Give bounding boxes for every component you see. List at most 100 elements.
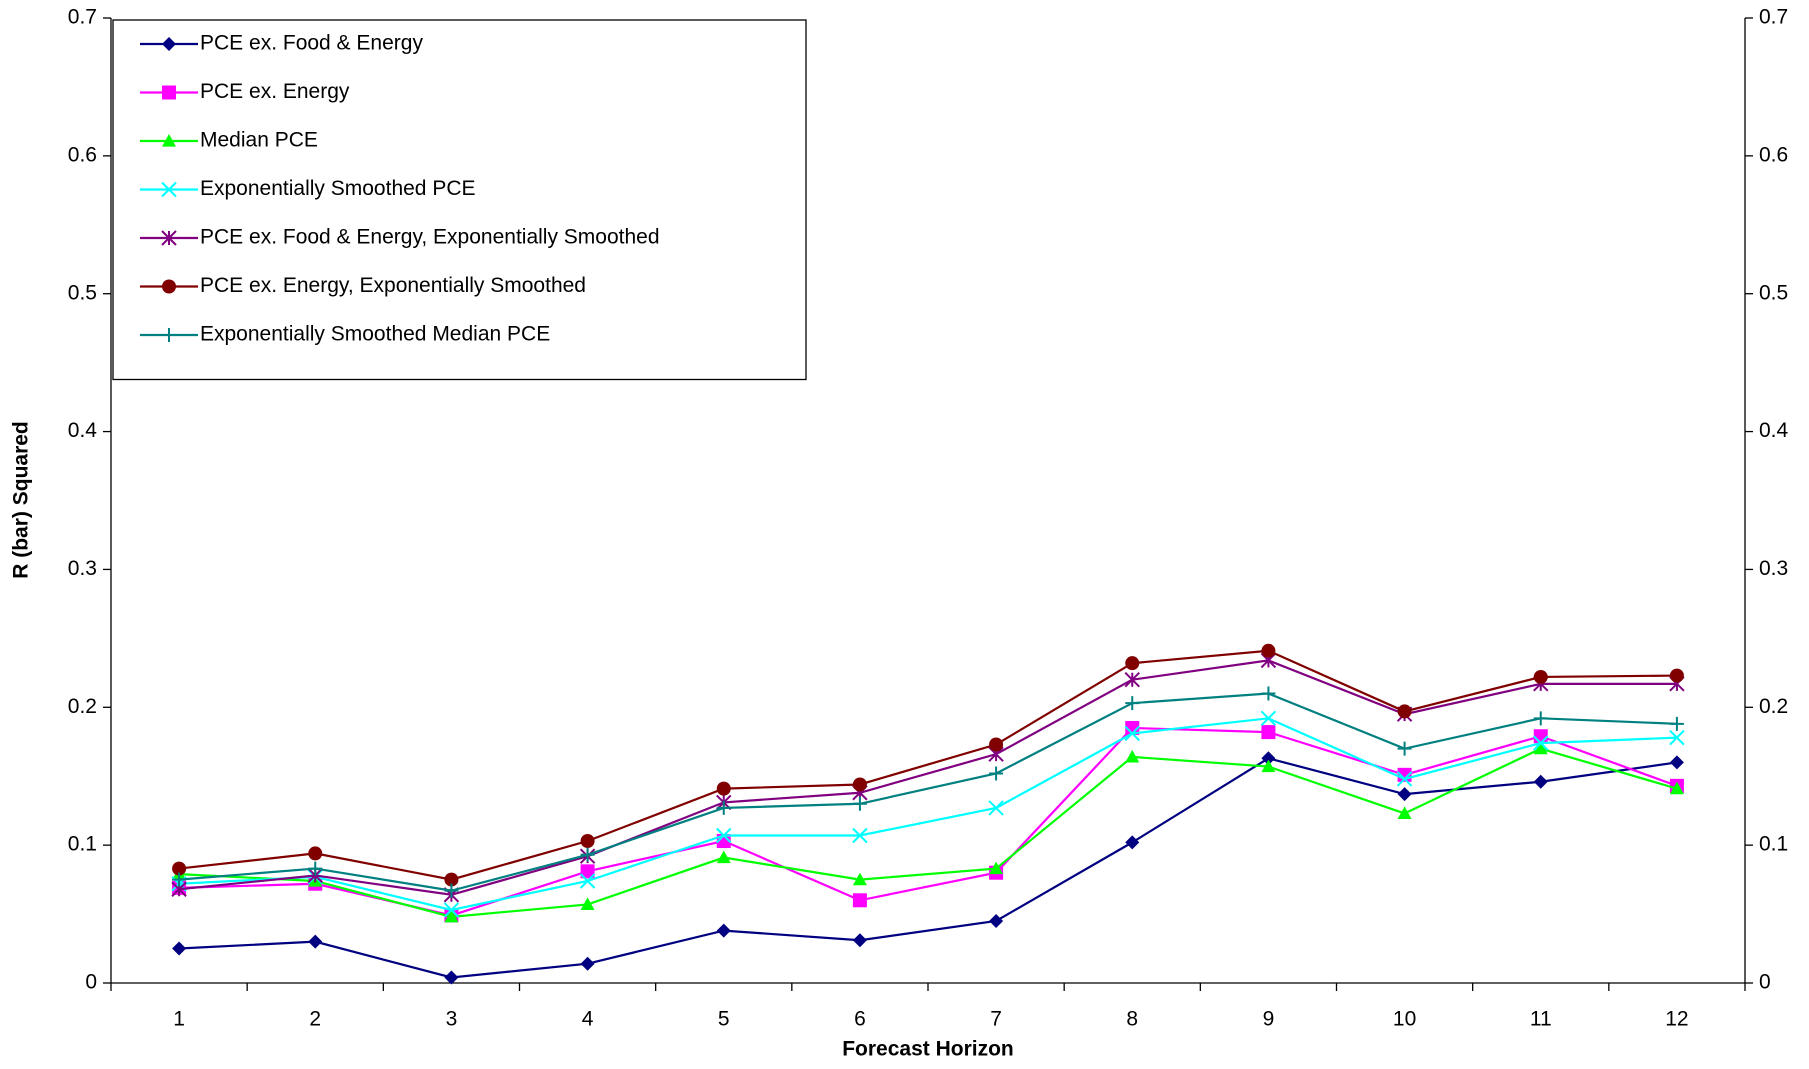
data-point xyxy=(716,800,731,815)
legend-marker xyxy=(161,181,177,198)
data-point xyxy=(716,781,731,796)
series-line xyxy=(179,757,1678,979)
data-point xyxy=(1261,686,1276,701)
data-point xyxy=(172,872,187,887)
y-tick-label: 0 xyxy=(85,971,97,994)
data-point xyxy=(580,864,595,879)
legend-label: PCE ex. Food & Energy, Exponentially Smo… xyxy=(200,226,660,249)
data-point xyxy=(1261,759,1276,773)
y2-tick-label: 0 xyxy=(1759,971,1771,994)
data-point xyxy=(1261,643,1276,658)
y-tick-label: 0.1 xyxy=(68,833,97,856)
data-point xyxy=(852,933,867,948)
data-point xyxy=(716,827,732,844)
data-point xyxy=(579,873,596,889)
legend-marker xyxy=(162,279,176,294)
data-point xyxy=(989,861,1004,875)
data-point xyxy=(444,872,459,887)
y2-tick-label: 0.7 xyxy=(1759,6,1788,29)
legend-label: Exponentially Smoothed Median PCE xyxy=(200,323,550,346)
x-tick-label: 4 xyxy=(582,1008,594,1031)
data-point xyxy=(1260,710,1277,727)
y2-tick-label: 0.3 xyxy=(1759,557,1788,580)
data-point xyxy=(1397,787,1412,802)
data-point xyxy=(988,800,1004,816)
y2-tick-label: 0.4 xyxy=(1759,419,1789,442)
series-line xyxy=(178,649,1677,881)
data-point xyxy=(443,902,460,918)
data-point xyxy=(580,834,595,849)
data-point xyxy=(1125,720,1140,735)
data-point xyxy=(1397,704,1412,719)
x-tick-label: 10 xyxy=(1393,1008,1416,1031)
y-tick-label: 0.5 xyxy=(68,281,97,304)
data-point xyxy=(1397,806,1412,820)
x-tick-label: 2 xyxy=(309,1008,321,1031)
y2-tick-label: 0.1 xyxy=(1759,833,1788,856)
legend-marker xyxy=(162,134,176,147)
data-point xyxy=(1124,725,1140,742)
data-point xyxy=(1669,755,1684,770)
data-point xyxy=(989,913,1004,928)
data-point xyxy=(172,941,187,956)
y-axis-title: R (bar) Squared xyxy=(10,421,33,579)
series-line xyxy=(179,717,1677,912)
data-point xyxy=(989,766,1004,781)
data-point xyxy=(852,827,868,844)
data-point xyxy=(716,850,731,864)
data-point xyxy=(1669,781,1684,795)
data-point xyxy=(444,909,459,923)
y2-tick-label: 0.2 xyxy=(1759,695,1788,718)
data-point xyxy=(716,923,731,938)
x-tick-label: 3 xyxy=(446,1008,458,1031)
data-point xyxy=(1261,725,1276,740)
data-point xyxy=(172,861,187,876)
legend-label: PCE ex. Energy, Exponentially Smoothed xyxy=(200,274,586,297)
data-point xyxy=(1533,669,1548,684)
data-point xyxy=(580,897,595,911)
data-point xyxy=(580,847,595,862)
data-point xyxy=(1125,656,1140,671)
series-line xyxy=(179,747,1678,918)
data-point xyxy=(444,883,459,898)
data-point xyxy=(1669,729,1685,746)
legend-label: Exponentially Smoothed PCE xyxy=(200,177,476,200)
data-point xyxy=(852,872,867,886)
y-tick-label: 0.2 xyxy=(68,695,97,718)
x-tick-label: 12 xyxy=(1665,1008,1688,1031)
x-tick-label: 6 xyxy=(854,1008,866,1031)
data-point xyxy=(308,846,323,861)
data-point xyxy=(1669,716,1684,731)
x-tick-label: 7 xyxy=(990,1008,1002,1031)
y-tick-label: 0.3 xyxy=(68,557,97,580)
y-tick-label: 0.4 xyxy=(68,419,98,442)
data-point xyxy=(1533,729,1548,744)
data-point xyxy=(1533,711,1548,726)
legend-marker xyxy=(161,230,177,246)
x-tick-label: 11 xyxy=(1530,1008,1552,1031)
y-tick-label: 0.7 xyxy=(68,6,97,29)
y-tick-label: 0.6 xyxy=(68,143,97,166)
data-point xyxy=(1669,668,1684,683)
y2-tick-label: 0.5 xyxy=(1759,281,1788,304)
data-point xyxy=(444,970,459,985)
x-axis-title: Forecast Horizon xyxy=(842,1038,1014,1061)
data-point xyxy=(308,861,323,876)
y2-tick-label: 0.6 xyxy=(1759,143,1788,166)
series-line xyxy=(178,659,1677,896)
data-point xyxy=(989,737,1004,752)
data-point xyxy=(1125,696,1140,711)
data-point xyxy=(580,956,595,971)
data-point xyxy=(1533,741,1548,755)
x-tick-label: 1 xyxy=(173,1008,185,1031)
legend-box xyxy=(112,19,807,381)
data-point xyxy=(1533,735,1549,751)
legend-marker xyxy=(162,328,176,342)
legend-label: PCE ex. Energy xyxy=(200,80,350,103)
data-point xyxy=(1396,771,1413,787)
data-point xyxy=(852,796,867,811)
data-point xyxy=(852,893,867,908)
x-tick-label: 8 xyxy=(1126,1008,1138,1031)
data-point xyxy=(1261,751,1276,766)
